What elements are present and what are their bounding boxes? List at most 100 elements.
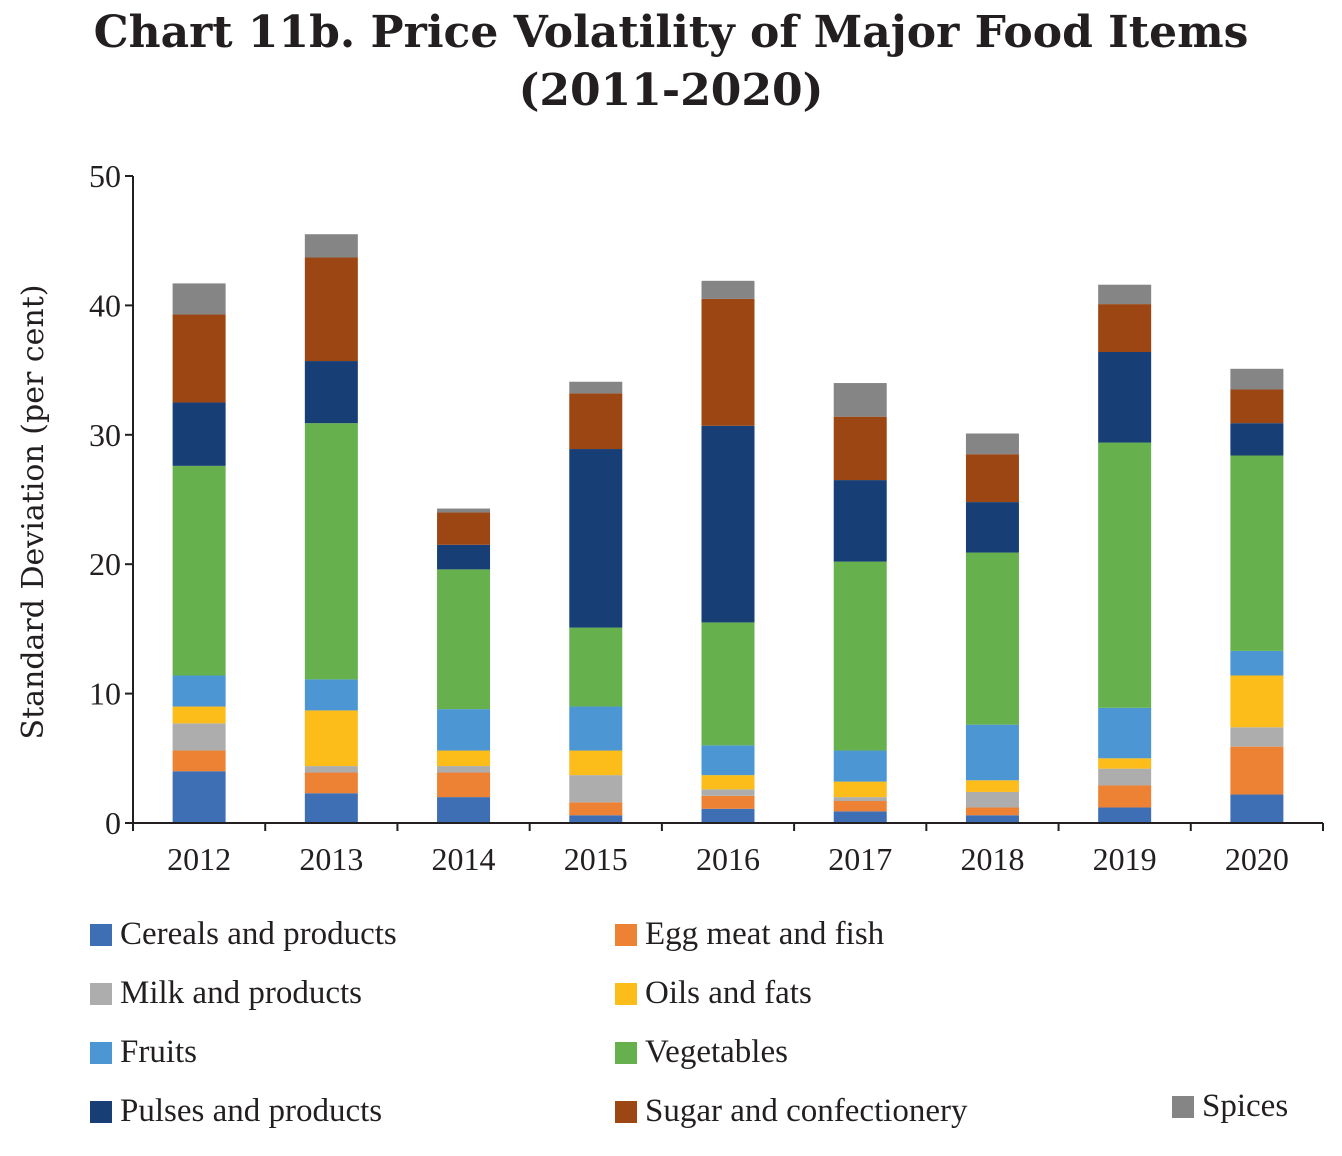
- bar-segment-2012-pulses-and-products: [172, 402, 226, 466]
- bar-segment-2020-milk-and-products: [1230, 727, 1284, 747]
- x-tick-label: 2014: [432, 841, 496, 877]
- bar-segment-2016-egg-meat-and-fish: [701, 795, 755, 809]
- bar-segment-2013-oils-and-fats: [304, 710, 358, 767]
- bar-segment-2012-milk-and-products: [172, 723, 226, 751]
- bar-segment-2013-vegetables: [304, 423, 358, 680]
- bar-segment-2019-oils-and-fats: [1098, 758, 1152, 769]
- x-tick-label: 2017: [828, 841, 892, 877]
- bar-segment-2012-fruits: [172, 675, 226, 707]
- legend-item: Vegetables: [615, 1034, 788, 1071]
- bar-segment-2014-egg-meat-and-fish: [437, 772, 491, 798]
- x-tick-label: 2020: [1225, 841, 1289, 877]
- bar-segment-2014-milk-and-products: [437, 766, 491, 773]
- bar-segment-2019-spices: [1098, 284, 1152, 305]
- bar-segment-2019-egg-meat-and-fish: [1098, 785, 1152, 808]
- bar-segment-2020-cereals-and-products: [1230, 794, 1284, 823]
- bar-segment-2014-oils-and-fats: [437, 750, 491, 767]
- legend-swatch: [615, 923, 637, 946]
- legend-swatch: [1172, 1095, 1194, 1118]
- subtitle-line: (2011-2020): [518, 65, 824, 116]
- bar-segment-2015-vegetables: [569, 627, 623, 707]
- legend-swatch: [615, 982, 637, 1005]
- bar-segment-2016-cereals-and-products: [701, 808, 755, 823]
- bar-segment-2013-fruits: [304, 679, 358, 711]
- bar-segment-2017-pulses-and-products: [833, 480, 887, 562]
- bar-segment-2019-cereals-and-products: [1098, 807, 1152, 823]
- bar-segment-2014-cereals-and-products: [437, 797, 491, 823]
- legend-label: Pulses and products: [120, 1093, 383, 1129]
- bar-segment-2015-milk-and-products: [569, 775, 623, 803]
- bar-segment-2015-oils-and-fats: [569, 750, 623, 776]
- bar-segment-2016-sugar-and-confectionery: [701, 298, 755, 426]
- bar-segment-2016-pulses-and-products: [701, 425, 755, 623]
- bar-segment-2017-oils-and-fats: [833, 781, 887, 798]
- y-tick-label: 40: [89, 287, 121, 323]
- legend-label: Milk and products: [120, 975, 362, 1011]
- bar-segment-2018-milk-and-products: [965, 791, 1019, 808]
- chart-title: Chart 11b. Price Volatility of Major Foo…: [0, 4, 1342, 120]
- bar-segment-2015-fruits: [569, 706, 623, 751]
- bar-segment-2015-spices: [569, 381, 623, 394]
- y-tick-label: 30: [89, 417, 121, 453]
- legend-item: Cereals and products: [90, 916, 397, 953]
- bar-segment-2013-spices: [304, 234, 358, 258]
- bar-segment-2017-spices: [833, 383, 887, 417]
- bar-segment-2019-vegetables: [1098, 442, 1152, 708]
- bar-segment-2018-pulses-and-products: [965, 502, 1019, 553]
- legend-label: Vegetables: [645, 1034, 788, 1070]
- bar-segment-2014-fruits: [437, 709, 491, 751]
- bar-segment-2018-oils-and-fats: [965, 780, 1019, 792]
- bar-segment-2017-fruits: [833, 750, 887, 782]
- legend-swatch: [90, 1041, 112, 1064]
- bar-segment-2019-pulses-and-products: [1098, 351, 1152, 443]
- bar-segment-2015-egg-meat-and-fish: [569, 802, 623, 816]
- bar-segment-2020-spices: [1230, 368, 1284, 390]
- legend-item: Oils and fats: [615, 975, 812, 1012]
- bar-segment-2018-vegetables: [965, 552, 1019, 725]
- bar-segment-2013-milk-and-products: [304, 766, 358, 773]
- legend-label: Oils and fats: [645, 975, 812, 1011]
- bar-segment-2020-oils-and-fats: [1230, 675, 1284, 728]
- bar-segment-2016-milk-and-products: [701, 789, 755, 796]
- bar-segment-2020-fruits: [1230, 650, 1284, 676]
- bar-segment-2016-oils-and-fats: [701, 775, 755, 790]
- legend-swatch: [615, 1100, 637, 1123]
- y-tick-label: 50: [89, 158, 121, 194]
- bar-segment-2018-sugar-and-confectionery: [965, 454, 1019, 503]
- bar-segment-2014-spices: [437, 508, 491, 513]
- bar-segment-2020-vegetables: [1230, 455, 1284, 651]
- bar-segment-2016-spices: [701, 280, 755, 299]
- bar-segment-2013-egg-meat-and-fish: [304, 772, 358, 794]
- bar-segment-2012-vegetables: [172, 465, 226, 676]
- x-tick-label: 2019: [1093, 841, 1157, 877]
- bar-segment-2012-spices: [172, 283, 226, 315]
- bar-segment-2012-sugar-and-confectionery: [172, 314, 226, 403]
- legend-item: Milk and products: [90, 975, 362, 1012]
- axes-group: 2012 2013 2014 2015 2016 2017 2018 2019 2020 0 10 2…: [89, 158, 1324, 877]
- bar-segment-2016-fruits: [701, 745, 755, 776]
- bar-segment-2018-spices: [965, 433, 1019, 455]
- bar-segment-2013-pulses-and-products: [304, 361, 358, 424]
- bar-segment-2019-fruits: [1098, 707, 1152, 759]
- bar-segment-2020-sugar-and-confectionery: [1230, 389, 1284, 424]
- bar-segment-2015-pulses-and-products: [569, 449, 623, 628]
- title-line: Chart 11b. Price Volatility of Major Foo…: [93, 7, 1249, 58]
- bar-segment-2017-cereals-and-products: [833, 811, 887, 823]
- bar-segment-2013-sugar-and-confectionery: [304, 257, 358, 362]
- bar-segment-2016-vegetables: [701, 622, 755, 746]
- x-tick-label: 2012: [167, 841, 231, 877]
- legend-label: Fruits: [120, 1034, 198, 1070]
- bar-segment-2017-sugar-and-confectionery: [833, 416, 887, 481]
- bar-segment-2017-egg-meat-and-fish: [833, 801, 887, 812]
- bar-segment-2018-egg-meat-and-fish: [965, 807, 1019, 816]
- x-tick-label: 2015: [564, 841, 628, 877]
- bar-segment-2012-cereals-and-products: [172, 771, 226, 823]
- bar-segment-2012-egg-meat-and-fish: [172, 750, 226, 772]
- legend-swatch: [90, 1100, 112, 1123]
- bar-segment-2014-sugar-and-confectionery: [437, 512, 491, 545]
- bar-segment-2018-fruits: [965, 724, 1019, 781]
- bar-segment-2018-cereals-and-products: [965, 815, 1019, 823]
- y-tick-label: 10: [89, 676, 121, 712]
- legend-label: Spices: [1202, 1088, 1289, 1124]
